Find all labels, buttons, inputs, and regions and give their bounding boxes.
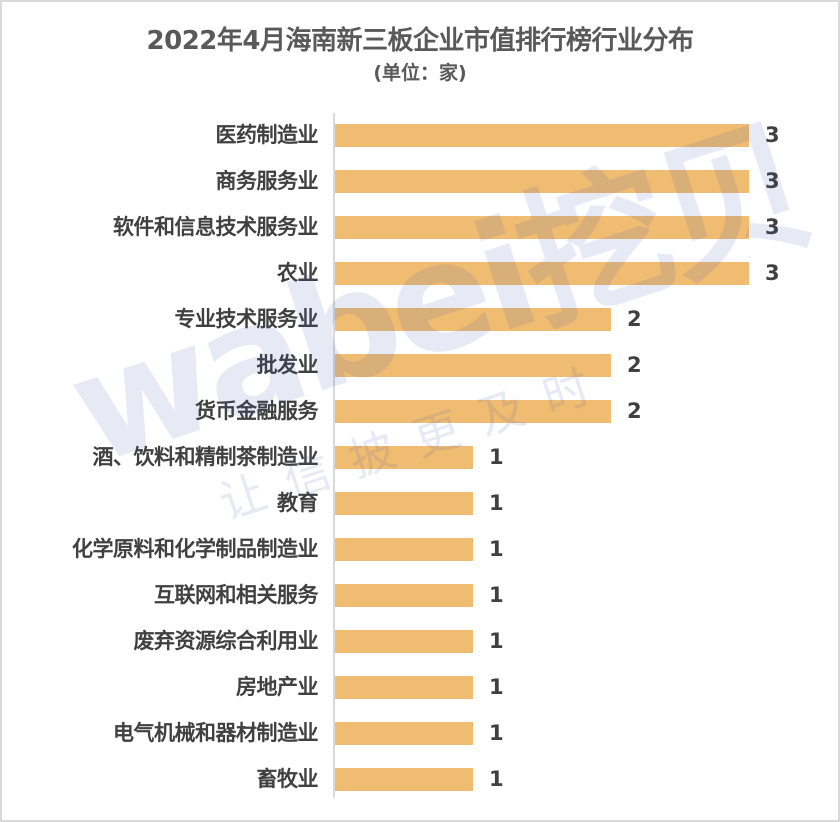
bar xyxy=(335,400,611,423)
value-label: 2 xyxy=(627,307,642,331)
bar xyxy=(335,308,611,331)
category-axis-line xyxy=(333,113,335,798)
value-label: 3 xyxy=(765,261,780,285)
category-label: 教育 xyxy=(277,491,319,515)
value-label: 1 xyxy=(489,445,504,469)
category-label: 批发业 xyxy=(256,353,319,377)
bar-row: 电气机械和器材制造业 1 xyxy=(0,721,840,745)
value-label: 3 xyxy=(765,169,780,193)
bar-row: 化学原料和化学制品制造业 1 xyxy=(0,537,840,561)
category-label: 房地产业 xyxy=(236,675,319,699)
bar-row: 教育 1 xyxy=(0,491,840,515)
bar-row: 软件和信息技术服务业 3 xyxy=(0,215,840,239)
bar-row: 互联网和相关服务 1 xyxy=(0,583,840,607)
bar xyxy=(335,768,473,791)
bar xyxy=(335,722,473,745)
category-label: 软件和信息技术服务业 xyxy=(113,215,319,239)
category-label: 商务服务业 xyxy=(215,169,319,193)
category-label: 酒、饮料和精制茶制造业 xyxy=(92,445,319,469)
chart-title: 2022年4月海南新三板企业市值排行榜行业分布 xyxy=(146,26,694,56)
chart-subtitle: (单位：家) xyxy=(373,62,467,84)
bar-row: 农业 3 xyxy=(0,261,840,285)
bar-row: 医药制造业 3 xyxy=(0,123,840,147)
value-label: 1 xyxy=(489,583,504,607)
bar-row: 酒、饮料和精制茶制造业 1 xyxy=(0,445,840,469)
value-label: 3 xyxy=(765,123,780,147)
bar xyxy=(335,354,611,377)
bar xyxy=(335,262,749,285)
category-label: 货币金融服务 xyxy=(195,399,319,423)
value-label: 1 xyxy=(489,675,504,699)
category-label: 互联网和相关服务 xyxy=(154,583,319,607)
bar-row: 专业技术服务业 2 xyxy=(0,307,840,331)
category-label: 医药制造业 xyxy=(215,123,319,147)
value-label: 1 xyxy=(489,537,504,561)
bar-row: 货币金融服务 2 xyxy=(0,399,840,423)
value-label: 1 xyxy=(489,629,504,653)
value-label: 1 xyxy=(489,721,504,745)
bar xyxy=(335,676,473,699)
category-label: 农业 xyxy=(277,261,319,285)
bar xyxy=(335,446,473,469)
bar-row: 批发业 2 xyxy=(0,353,840,377)
bar xyxy=(335,630,473,653)
bar xyxy=(335,538,473,561)
bar xyxy=(335,584,473,607)
bar xyxy=(335,124,749,147)
category-label: 废弃资源综合利用业 xyxy=(133,629,319,653)
bar-row: 房地产业 1 xyxy=(0,675,840,699)
bar xyxy=(335,216,749,239)
bar xyxy=(335,492,473,515)
value-label: 2 xyxy=(627,353,642,377)
value-label: 3 xyxy=(765,215,780,239)
value-label: 1 xyxy=(489,491,504,515)
category-label: 畜牧业 xyxy=(256,767,319,791)
bar-row: 商务服务业 3 xyxy=(0,169,840,193)
value-label: 1 xyxy=(489,767,504,791)
bar-row: 畜牧业 1 xyxy=(0,767,840,791)
value-label: 2 xyxy=(627,399,642,423)
category-label: 专业技术服务业 xyxy=(174,307,319,331)
bar xyxy=(335,170,749,193)
bar-row: 废弃资源综合利用业 1 xyxy=(0,629,840,653)
category-label: 电气机械和器材制造业 xyxy=(113,721,319,745)
category-label: 化学原料和化学制品制造业 xyxy=(72,537,319,561)
